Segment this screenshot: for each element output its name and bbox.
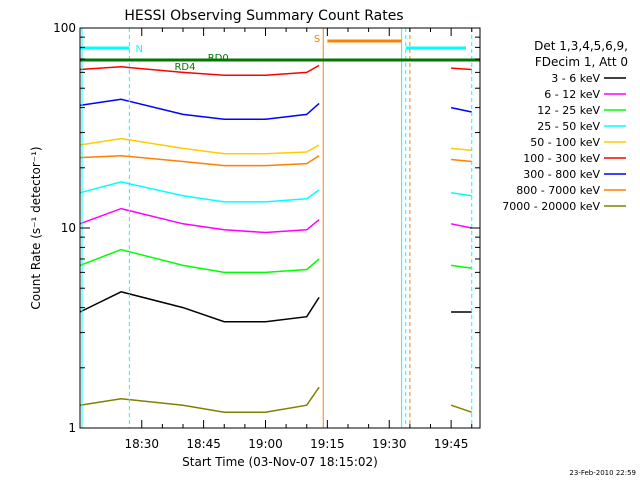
overlay-layer: N RD0 RD4 S — [80, 28, 480, 428]
x-axis: 18:30 18:45 19:00 19:15 19:30 19:45 — [124, 28, 473, 451]
legend-entry: 6 - 12 keV — [544, 88, 600, 101]
legend-header: Det 1,3,4,5,6,9, — [534, 39, 628, 53]
series-line — [79, 98, 472, 120]
chart-title: HESSI Observing Summary Count Rates — [124, 8, 403, 24]
x-tick-label: 18:45 — [186, 437, 221, 451]
x-axis-label: Start Time (03-Nov-07 18:15:02) — [182, 455, 378, 469]
legend-entry: 300 - 800 keV — [523, 168, 600, 181]
annotation-label: N — [135, 44, 142, 55]
legend-entry: 800 - 7000 keV — [516, 184, 600, 197]
legend-entry: 25 - 50 keV — [537, 120, 600, 133]
y-tick-label: 1 — [68, 421, 76, 435]
x-tick-label: 18:30 — [124, 437, 159, 451]
series-line — [79, 154, 472, 167]
annotation-label: RD4 — [174, 62, 195, 73]
x-tick-label: 19:15 — [310, 437, 345, 451]
series-line — [79, 64, 472, 77]
footer-timestamp: 23-Feb-2010 22:59 — [569, 469, 636, 477]
legend-entry: 12 - 25 keV — [537, 104, 600, 117]
series-line — [79, 207, 472, 234]
series-layer — [79, 64, 472, 413]
plot-frame — [79, 27, 481, 429]
legend-entry: 7000 - 20000 keV — [502, 200, 600, 213]
y-tick-label: 10 — [61, 221, 76, 235]
legend: Det 1,3,4,5,6,9, FDecim 1, Att 0 3 - 6 keV… — [502, 39, 628, 213]
y-axis-label: Count Rate (s⁻¹ detector⁻¹) — [29, 146, 43, 309]
x-tick-label: 19:45 — [434, 437, 469, 451]
series-line — [79, 248, 472, 274]
annotation-label: S — [314, 34, 320, 45]
series-line — [79, 181, 472, 203]
legend-entry: 3 - 6 keV — [551, 72, 600, 85]
series-line — [79, 291, 472, 323]
legend-entry: 50 - 100 keV — [530, 136, 600, 149]
legend-entry: 100 - 300 keV — [523, 152, 600, 165]
legend-header: FDecim 1, Att 0 — [535, 55, 628, 69]
x-tick-label: 19:00 — [248, 437, 283, 451]
y-axis: 1 10 100 — [53, 21, 480, 435]
y-tick-label: 100 — [53, 21, 76, 35]
series-line — [79, 386, 472, 413]
x-tick-label: 19:30 — [372, 437, 407, 451]
series-line — [79, 137, 472, 155]
annotation-label: RD0 — [208, 53, 229, 64]
